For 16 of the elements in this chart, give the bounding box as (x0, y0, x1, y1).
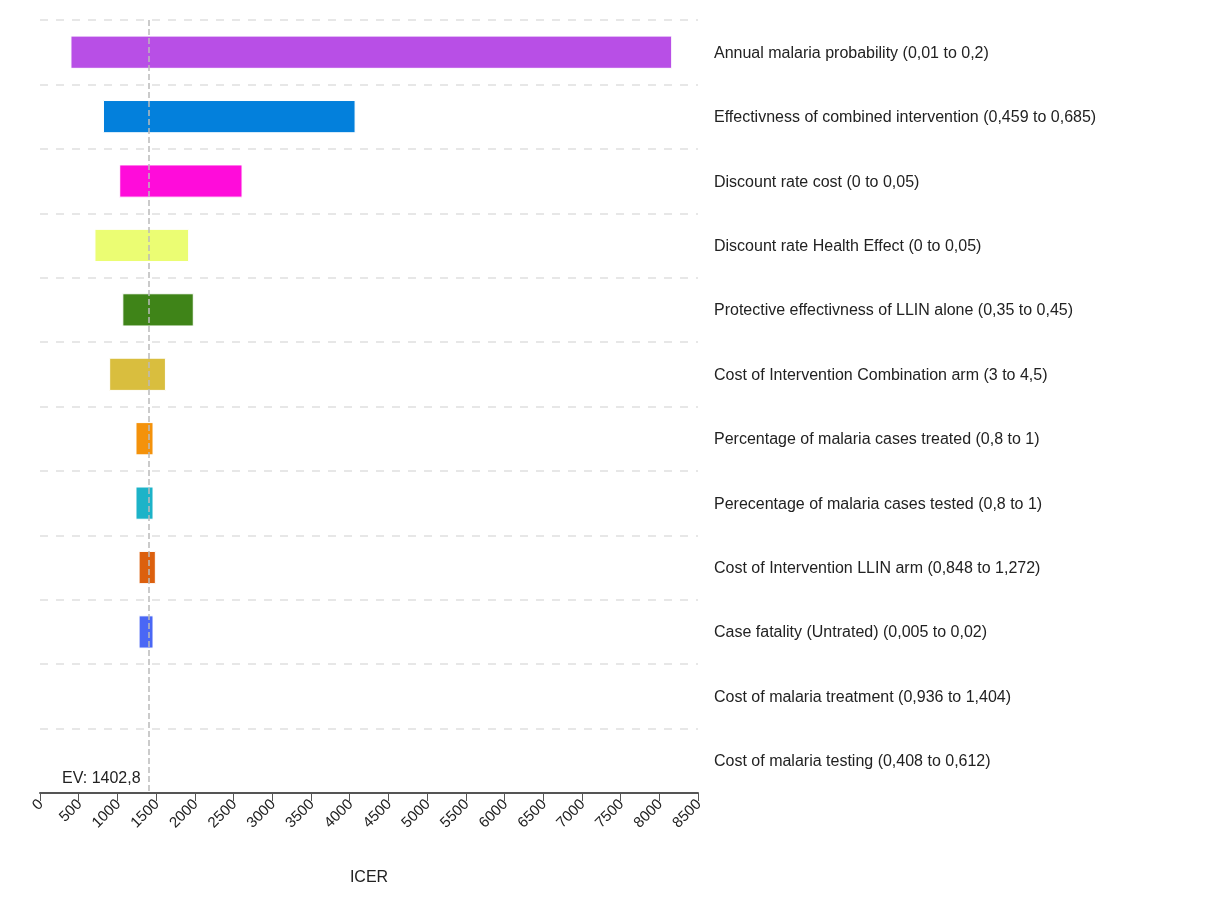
y-tick-label: Discount rate Health Effect (0 to 0,05) (714, 236, 982, 254)
y-tick-label: Percentage of malaria cases treated (0,8 to 1) (714, 430, 1040, 448)
y-tick-label: Perecentage of malaria cases tested (0,8 to 1) (714, 494, 1043, 512)
y-tick-label: Cost of malaria treatment (0,936 to 1,404) (714, 687, 1012, 705)
y-tick-label: Protective effectivness of LLIN alone (0,35 to 0,45) (714, 301, 1074, 319)
y-tick-label: Cost of malaria testing (0,408 to 0,612) (714, 752, 991, 770)
y-tick-label: Effectivness of combined intervention (0,459 to 0,685) (714, 108, 1097, 126)
ref-line-label: EV: 1402,8 (62, 768, 141, 786)
x-tick-label: 0 (28, 794, 47, 813)
y-tick-label: Discount rate cost (0 to 0,05) (714, 172, 920, 190)
y-tick-label: Cost of Intervention LLIN arm (0,848 to 1,272) (714, 559, 1041, 577)
x-tick-label: 500 (55, 794, 85, 825)
y-tick-label: Case fatality (Untrated) (0,005 to 0,02) (714, 623, 988, 641)
x-axis-title: ICER (349, 867, 389, 885)
y-tick-label: Cost of Intervention Combination arm (3 to 4,5) (714, 365, 1048, 383)
y-tick-label: Annual malaria probability (0,01 to 0,2) (714, 43, 989, 61)
